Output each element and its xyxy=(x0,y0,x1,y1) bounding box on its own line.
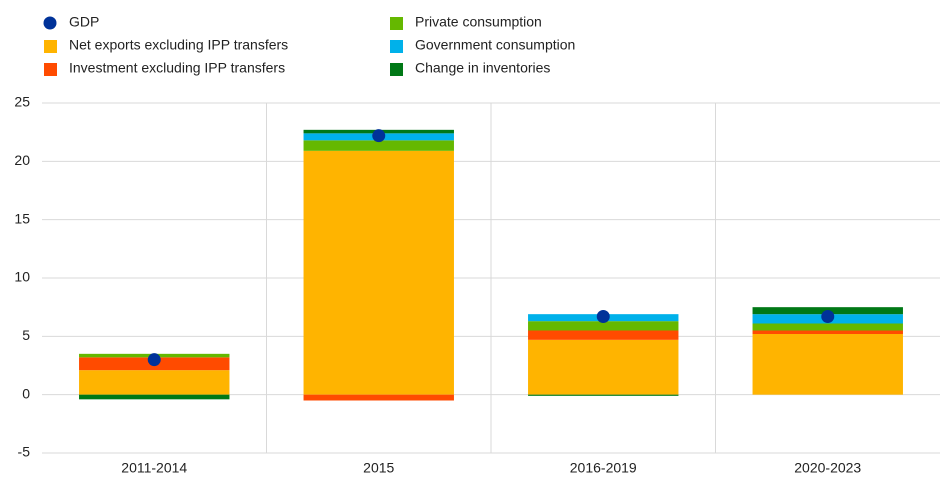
legend-label: Investment excluding IPP transfers xyxy=(69,60,285,76)
legend-label: Net exports excluding IPP transfers xyxy=(69,37,288,53)
y-tick-label: 20 xyxy=(14,152,30,168)
bar-segment xyxy=(528,321,679,331)
x-tick-label: 2011-2014 xyxy=(121,460,187,476)
y-tick-label: 25 xyxy=(14,94,30,110)
legend-label: Government consumption xyxy=(415,37,575,53)
legend-label: Private consumption xyxy=(415,14,542,30)
legend-swatch xyxy=(390,17,403,30)
y-tick-label: 10 xyxy=(14,269,30,285)
gdp-dot xyxy=(821,310,835,323)
bar-segment xyxy=(303,394,454,401)
y-tick-label: 15 xyxy=(14,210,30,226)
x-tick-label: 2020-2023 xyxy=(794,460,861,476)
bar-segment xyxy=(528,330,679,340)
legend-label: GDP xyxy=(69,14,99,30)
bar-segment xyxy=(303,150,454,395)
legend-swatch xyxy=(44,63,57,76)
legend-label: Change in inventories xyxy=(415,60,550,76)
gdp-dot xyxy=(147,353,161,367)
gdp-dot xyxy=(372,129,386,143)
bar-segment xyxy=(79,394,230,400)
bar-segment xyxy=(528,339,679,395)
bar-segment xyxy=(752,334,903,395)
x-tick-label: 2016-2019 xyxy=(570,460,637,476)
legend-marker xyxy=(43,16,57,30)
x-tick-label: 2015 xyxy=(363,460,394,476)
bar-segment xyxy=(528,394,679,396)
y-tick-label: 5 xyxy=(22,327,30,343)
y-tick-label: -5 xyxy=(18,444,31,460)
bar-segment xyxy=(303,140,454,151)
y-tick-label: 0 xyxy=(22,385,30,401)
gdp-dot xyxy=(596,310,610,323)
bar-segment xyxy=(752,330,903,334)
legend-swatch xyxy=(44,40,57,53)
legend-swatch xyxy=(390,63,403,76)
bar-segment xyxy=(79,370,230,395)
legend-swatch xyxy=(390,40,403,53)
bar-segment xyxy=(752,323,903,331)
